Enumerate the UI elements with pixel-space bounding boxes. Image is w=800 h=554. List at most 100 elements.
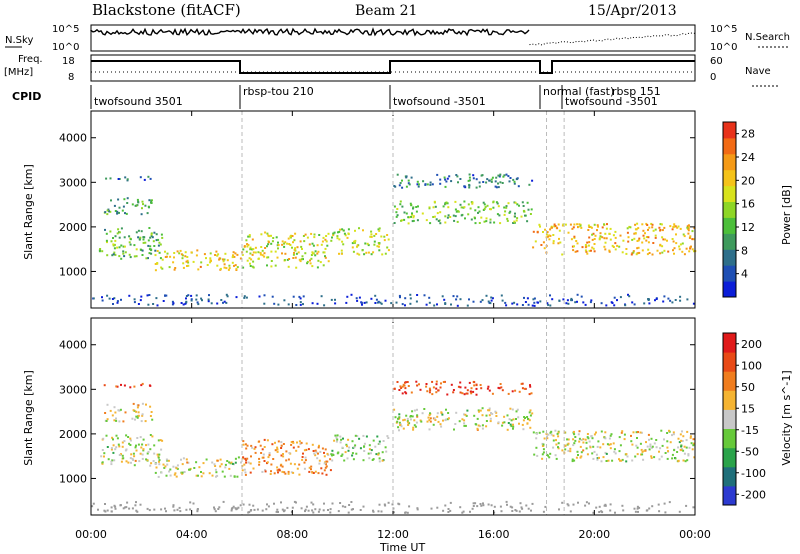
- range-cell: [387, 501, 390, 504]
- range-cell: [449, 501, 452, 504]
- range-cell: [605, 452, 608, 455]
- range-cell: [181, 257, 184, 260]
- range-cell: [381, 253, 384, 256]
- range-cell: [346, 295, 349, 298]
- range-cell: [112, 303, 114, 305]
- range-cell: [303, 449, 306, 452]
- range-cell: [570, 297, 573, 300]
- range-cell: [398, 389, 401, 391]
- range-cell: [149, 434, 152, 436]
- range-cell: [320, 243, 323, 246]
- range-cell: [122, 457, 125, 460]
- range-cell: [277, 440, 280, 443]
- range-cell: [687, 227, 690, 230]
- range-cell: [452, 295, 455, 298]
- range-cell: [585, 501, 588, 504]
- range-cell: [292, 471, 295, 474]
- range-cell: [555, 457, 558, 460]
- range-cell: [549, 304, 552, 307]
- range-cell: [254, 251, 257, 254]
- range-cell: [675, 242, 678, 245]
- range-cell: [311, 471, 314, 474]
- range-cell: [614, 242, 617, 245]
- range-cell: [678, 248, 681, 251]
- range-cell: [627, 236, 630, 239]
- range-cell: [285, 450, 288, 453]
- range-cell: [529, 414, 532, 417]
- range-cell: [613, 304, 616, 307]
- range-cell: [295, 266, 298, 269]
- range-cell: [585, 250, 588, 253]
- range-cell: [410, 204, 413, 207]
- range-cell: [106, 418, 109, 421]
- range-cell: [211, 474, 214, 477]
- range-cell: [244, 471, 247, 474]
- range-cell: [233, 475, 236, 478]
- range-cell: [485, 217, 488, 220]
- range-cell: [386, 246, 389, 249]
- range-cell: [573, 223, 576, 226]
- range-cell: [607, 459, 610, 462]
- x-tick-label: 00:00: [75, 528, 107, 541]
- range-cell: [173, 473, 176, 476]
- range-cell: [522, 205, 525, 207]
- range-cell: [244, 457, 247, 460]
- range-cell: [404, 297, 407, 300]
- range-cell: [597, 225, 599, 228]
- range-cell: [409, 293, 412, 296]
- range-cell: [166, 459, 169, 462]
- range-cell: [429, 181, 432, 184]
- range-cell: [214, 465, 217, 467]
- range-cell: [160, 233, 163, 236]
- range-cell: [215, 250, 218, 253]
- range-cell: [586, 453, 589, 456]
- range-cell: [690, 442, 693, 445]
- range-cell: [352, 458, 355, 461]
- range-cell: [497, 182, 499, 185]
- range-cell: [252, 251, 255, 254]
- range-cell: [496, 213, 499, 216]
- range-cell: [685, 504, 688, 507]
- range-cell: [348, 446, 351, 449]
- range-cell: [158, 459, 161, 462]
- range-cell: [142, 449, 145, 452]
- range-cell: [536, 231, 539, 234]
- range-cell: [650, 455, 653, 458]
- range-cell: [437, 420, 440, 423]
- range-cell: [535, 437, 538, 440]
- range-cell: [137, 236, 140, 239]
- range-cell: [176, 467, 179, 470]
- range-cell: [112, 444, 115, 447]
- range-cell: [141, 382, 144, 385]
- range-cell: [636, 222, 639, 225]
- range-cell: [306, 262, 309, 265]
- range-cell: [314, 454, 317, 457]
- range-cell: [557, 435, 560, 438]
- range-cell: [157, 244, 160, 247]
- range-cell: [466, 409, 469, 412]
- range-cell: [435, 218, 438, 221]
- range-cell: [689, 247, 692, 250]
- range-cell: [112, 244, 115, 247]
- range-cell: [441, 295, 444, 298]
- range-cell: [602, 443, 605, 446]
- range-cell: [288, 258, 291, 260]
- range-cell: [453, 219, 456, 222]
- range-cell: [619, 444, 622, 447]
- range-cell: [181, 463, 184, 466]
- range-cell: [189, 508, 192, 511]
- y-tick-label: 4000: [59, 132, 87, 145]
- range-cell: [234, 457, 237, 460]
- range-cell: [371, 459, 374, 461]
- range-cell: [399, 200, 402, 203]
- range-cell: [172, 505, 175, 508]
- range-cell: [202, 472, 205, 475]
- range-cell: [359, 509, 362, 511]
- range-cell: [533, 297, 536, 300]
- range-cell: [625, 252, 628, 255]
- range-cell: [141, 414, 144, 417]
- range-cell: [329, 469, 332, 472]
- range-cell: [331, 449, 334, 452]
- range-cell: [526, 416, 529, 418]
- range-cell: [575, 240, 578, 242]
